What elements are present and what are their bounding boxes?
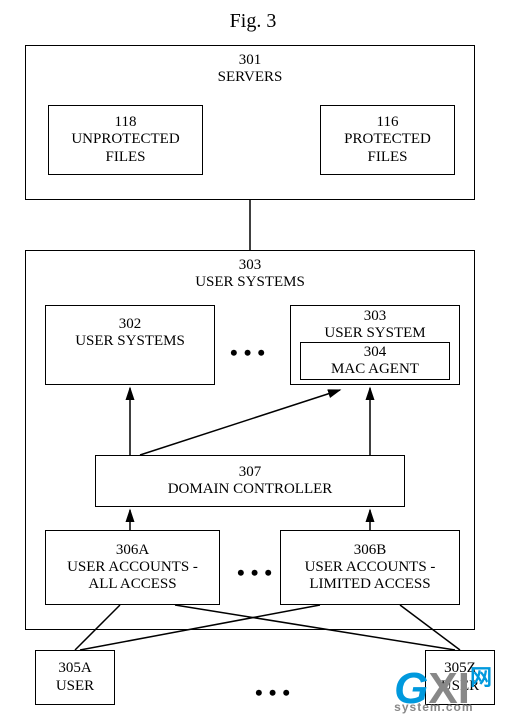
user-accounts-all-num: 306A [116,542,149,559]
servers-num: 301 [239,52,262,69]
domain-controller-label: DOMAIN CONTROLLER [168,481,333,498]
mac-agent-num: 304 [364,344,387,361]
unprotected-num: 118 [115,114,137,131]
user-a-box: 305A USER [35,650,115,705]
user-a-label: USER [56,678,94,695]
servers-label: SERVERS [218,69,283,86]
mac-agent-label: MAC AGENT [331,361,419,378]
unprotected-files-box: 118 UNPROTECTED FILES [48,105,203,175]
user-accounts-all-box: 306A USER ACCOUNTS - ALL ACCESS [45,530,220,605]
user-accounts-limited-label: USER ACCOUNTS - LIMITED ACCESS [305,559,436,594]
unprotected-label: UNPROTECTED FILES [71,131,179,166]
user-systems-left-label: USER SYSTEMS [75,333,185,350]
dots-user-accounts: ••• [237,560,278,586]
figure-title-text: Fig. 3 [230,10,277,32]
protected-files-box: 116 PROTECTED FILES [320,105,455,175]
user-systems-container-num: 303 [239,257,262,274]
user-a-num: 305A [58,660,91,677]
user-system-right-label: USER SYSTEM [324,325,425,342]
dots-users: ••• [255,680,296,706]
user-system-right-num: 303 [364,308,387,325]
domain-controller-num: 307 [239,464,262,481]
user-systems-left-num: 302 [119,316,142,333]
watermark-cn: 网 [470,665,492,690]
user-accounts-limited-num: 306B [354,542,387,559]
user-systems-left: 302 USER SYSTEMS [45,305,215,385]
mac-agent-box: 304 MAC AGENT [300,342,450,380]
user-accounts-all-label: USER ACCOUNTS - ALL ACCESS [67,559,198,594]
watermark-logo: GXI网 system.com [394,660,496,714]
domain-controller-box: 307 DOMAIN CONTROLLER [95,455,405,507]
figure-title: Fig. 3 [0,10,506,33]
user-systems-container-label: USER SYSTEMS [195,274,305,291]
dots-user-systems: ••• [230,340,271,366]
protected-label: PROTECTED FILES [344,131,431,166]
user-accounts-limited-box: 306B USER ACCOUNTS - LIMITED ACCESS [280,530,460,605]
watermark-url: system.com [394,700,492,714]
protected-num: 116 [377,114,399,131]
